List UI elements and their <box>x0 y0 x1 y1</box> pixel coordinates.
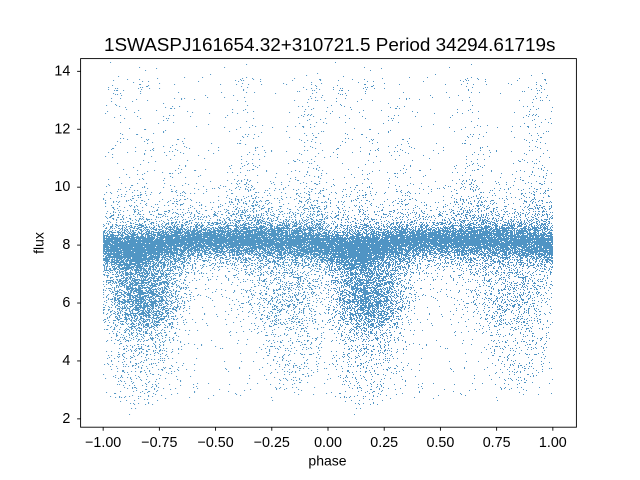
svg-text:14: 14 <box>54 63 70 79</box>
svg-text:8: 8 <box>62 237 70 253</box>
svg-text:1SWASPJ161654.32+310721.5 Peri: 1SWASPJ161654.32+310721.5 Period 34294.6… <box>104 35 555 56</box>
svg-text:0.75: 0.75 <box>483 435 511 451</box>
svg-text:phase: phase <box>308 452 346 468</box>
svg-text:0.50: 0.50 <box>427 435 455 451</box>
svg-text:4: 4 <box>62 353 70 369</box>
svg-text:10: 10 <box>54 179 70 195</box>
svg-text:2: 2 <box>62 411 70 427</box>
svg-text:−0.50: −0.50 <box>197 435 233 451</box>
svg-text:12: 12 <box>54 121 70 137</box>
svg-text:6: 6 <box>62 295 70 311</box>
svg-text:−1.00: −1.00 <box>85 435 121 451</box>
svg-text:0.25: 0.25 <box>370 435 398 451</box>
svg-text:flux: flux <box>31 232 47 254</box>
svg-text:−0.25: −0.25 <box>254 435 290 451</box>
svg-text:0.00: 0.00 <box>314 435 342 451</box>
svg-text:1.00: 1.00 <box>539 435 567 451</box>
svg-text:−0.75: −0.75 <box>141 435 177 451</box>
